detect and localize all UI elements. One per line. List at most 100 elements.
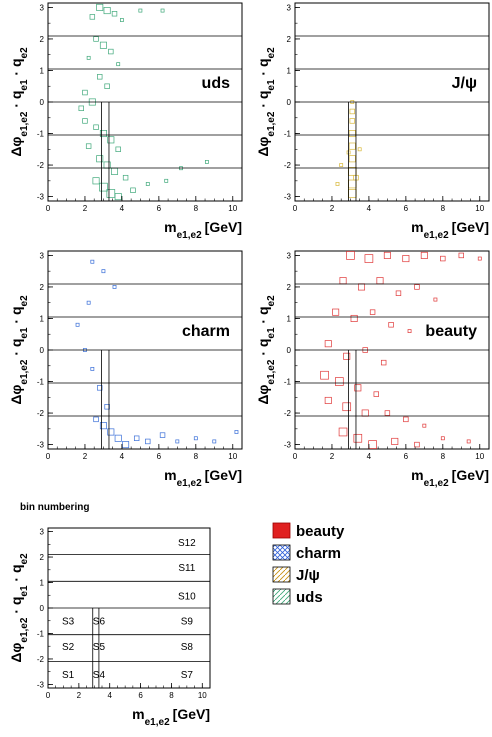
- y-tick-label: 1: [287, 66, 292, 75]
- y-tick-label: 2: [40, 283, 45, 292]
- y-tick-label: 1: [40, 66, 45, 75]
- x-tick-label: 8: [194, 204, 199, 213]
- data-point: [388, 322, 394, 328]
- bin-numbering-title: bin numbering: [20, 502, 89, 513]
- x-tick-label: 0: [46, 204, 51, 213]
- x-tick-label: 4: [367, 204, 372, 213]
- data-point: [90, 259, 95, 264]
- data-point: [349, 108, 355, 115]
- data-point: [353, 433, 363, 443]
- y-tick-label: 2: [40, 553, 45, 562]
- data-point: [114, 193, 122, 201]
- y-tick-label: -3: [284, 193, 292, 202]
- data-point: [338, 427, 348, 437]
- y-tick-label: -1: [37, 378, 45, 387]
- x-tick-label: 4: [120, 452, 125, 461]
- bin-label: S2: [62, 642, 75, 653]
- y-tick-label: 0: [287, 98, 292, 107]
- data-point: [99, 422, 107, 430]
- data-point: [380, 359, 387, 366]
- data-point: [369, 309, 376, 315]
- legend-label: charm: [296, 545, 341, 562]
- y-tick-label: 1: [40, 314, 45, 323]
- data-point: [101, 269, 106, 274]
- bin-label: S12: [178, 538, 196, 549]
- x-tick-label: 4: [120, 204, 125, 213]
- data-point: [97, 385, 103, 391]
- data-point: [422, 423, 427, 428]
- data-point: [342, 402, 352, 412]
- x-tick-label: 8: [169, 691, 174, 700]
- data-point: [433, 297, 438, 302]
- data-point: [466, 439, 471, 444]
- data-point: [114, 434, 122, 442]
- x-tick-label: 2: [83, 204, 88, 213]
- y-tick-label: -2: [37, 409, 45, 418]
- legend-label: J/ψ: [296, 567, 320, 584]
- data-point: [89, 14, 96, 20]
- data-point: [414, 441, 420, 448]
- y-tick-label: -3: [37, 441, 45, 450]
- data-point: [93, 36, 99, 42]
- data-point: [164, 178, 169, 183]
- x-tick-label: 0: [46, 691, 51, 700]
- x-tick-label: 10: [228, 452, 237, 461]
- bin-label: S1: [62, 670, 75, 681]
- bin-label: S8: [181, 642, 194, 653]
- panel-bin-numbering: 0 2 4 6 8 10 -3 -2 -1 0 1 2 3 me1,e2 [GeV] Δφe1,e2 · qe…: [8, 502, 211, 728]
- data-point: [458, 252, 464, 259]
- y-tick-label: 2: [287, 35, 292, 44]
- x-tick-label: 0: [293, 204, 298, 213]
- data-point: [175, 439, 180, 444]
- x-tick-label: 10: [475, 452, 484, 461]
- data-point: [440, 436, 445, 441]
- y-tick-label: -1: [37, 629, 45, 638]
- data-point: [86, 300, 91, 305]
- x-tick-label: 2: [330, 204, 335, 213]
- y-tick-label: 3: [40, 528, 45, 537]
- data-point: [332, 308, 340, 316]
- data-point: [212, 439, 217, 444]
- y-tick-label: 2: [40, 35, 45, 44]
- legend-item: J/ψ: [272, 566, 320, 584]
- y-tick-label: -2: [37, 655, 45, 664]
- x-tick-label: 6: [157, 452, 162, 461]
- x-tick-label: 8: [441, 452, 446, 461]
- y-tick-label: -1: [284, 130, 292, 139]
- data-point: [86, 55, 91, 60]
- y-tick-label: -3: [37, 680, 45, 689]
- data-point: [234, 430, 239, 434]
- legend-item: uds: [272, 588, 323, 606]
- y-tick-label: 3: [40, 251, 45, 260]
- data-point: [324, 340, 332, 348]
- data-point: [96, 155, 104, 163]
- x-tick-label: 10: [228, 204, 237, 213]
- legend-swatch: [272, 522, 291, 539]
- data-point: [402, 255, 410, 263]
- x-axis-label: me1,e2 [GeV]: [411, 467, 489, 489]
- legend-item: charm: [272, 544, 341, 562]
- data-point: [346, 251, 355, 260]
- x-tick-label: 2: [77, 691, 82, 700]
- legend-swatch: [272, 566, 291, 583]
- y-tick-label: 3: [287, 251, 292, 260]
- y-axis-label: Δφe1,e2 · qe1 · qe2: [8, 47, 30, 157]
- x-axis-label: me1,e2 [GeV]: [411, 219, 489, 241]
- x-tick-label: 2: [83, 452, 88, 461]
- data-point: [420, 251, 428, 259]
- data-point: [93, 416, 99, 423]
- x-axis-label: me1,e2 [GeV]: [132, 706, 210, 728]
- legend-item: beauty: [272, 522, 345, 540]
- data-point: [108, 48, 114, 55]
- x-tick-label: 6: [157, 204, 162, 213]
- y-tick-label: 0: [40, 604, 45, 613]
- x-tick-label: 4: [107, 691, 112, 700]
- data-point: [354, 384, 362, 392]
- data-point: [104, 83, 110, 89]
- data-point: [440, 255, 446, 262]
- y-tick-label: 0: [40, 98, 45, 107]
- x-tick-label: 0: [46, 452, 51, 461]
- data-point: [383, 251, 391, 259]
- bin-label: S11: [178, 563, 195, 574]
- y-axis-label: Δφe1,e2 · qe1 · qe2: [8, 295, 30, 405]
